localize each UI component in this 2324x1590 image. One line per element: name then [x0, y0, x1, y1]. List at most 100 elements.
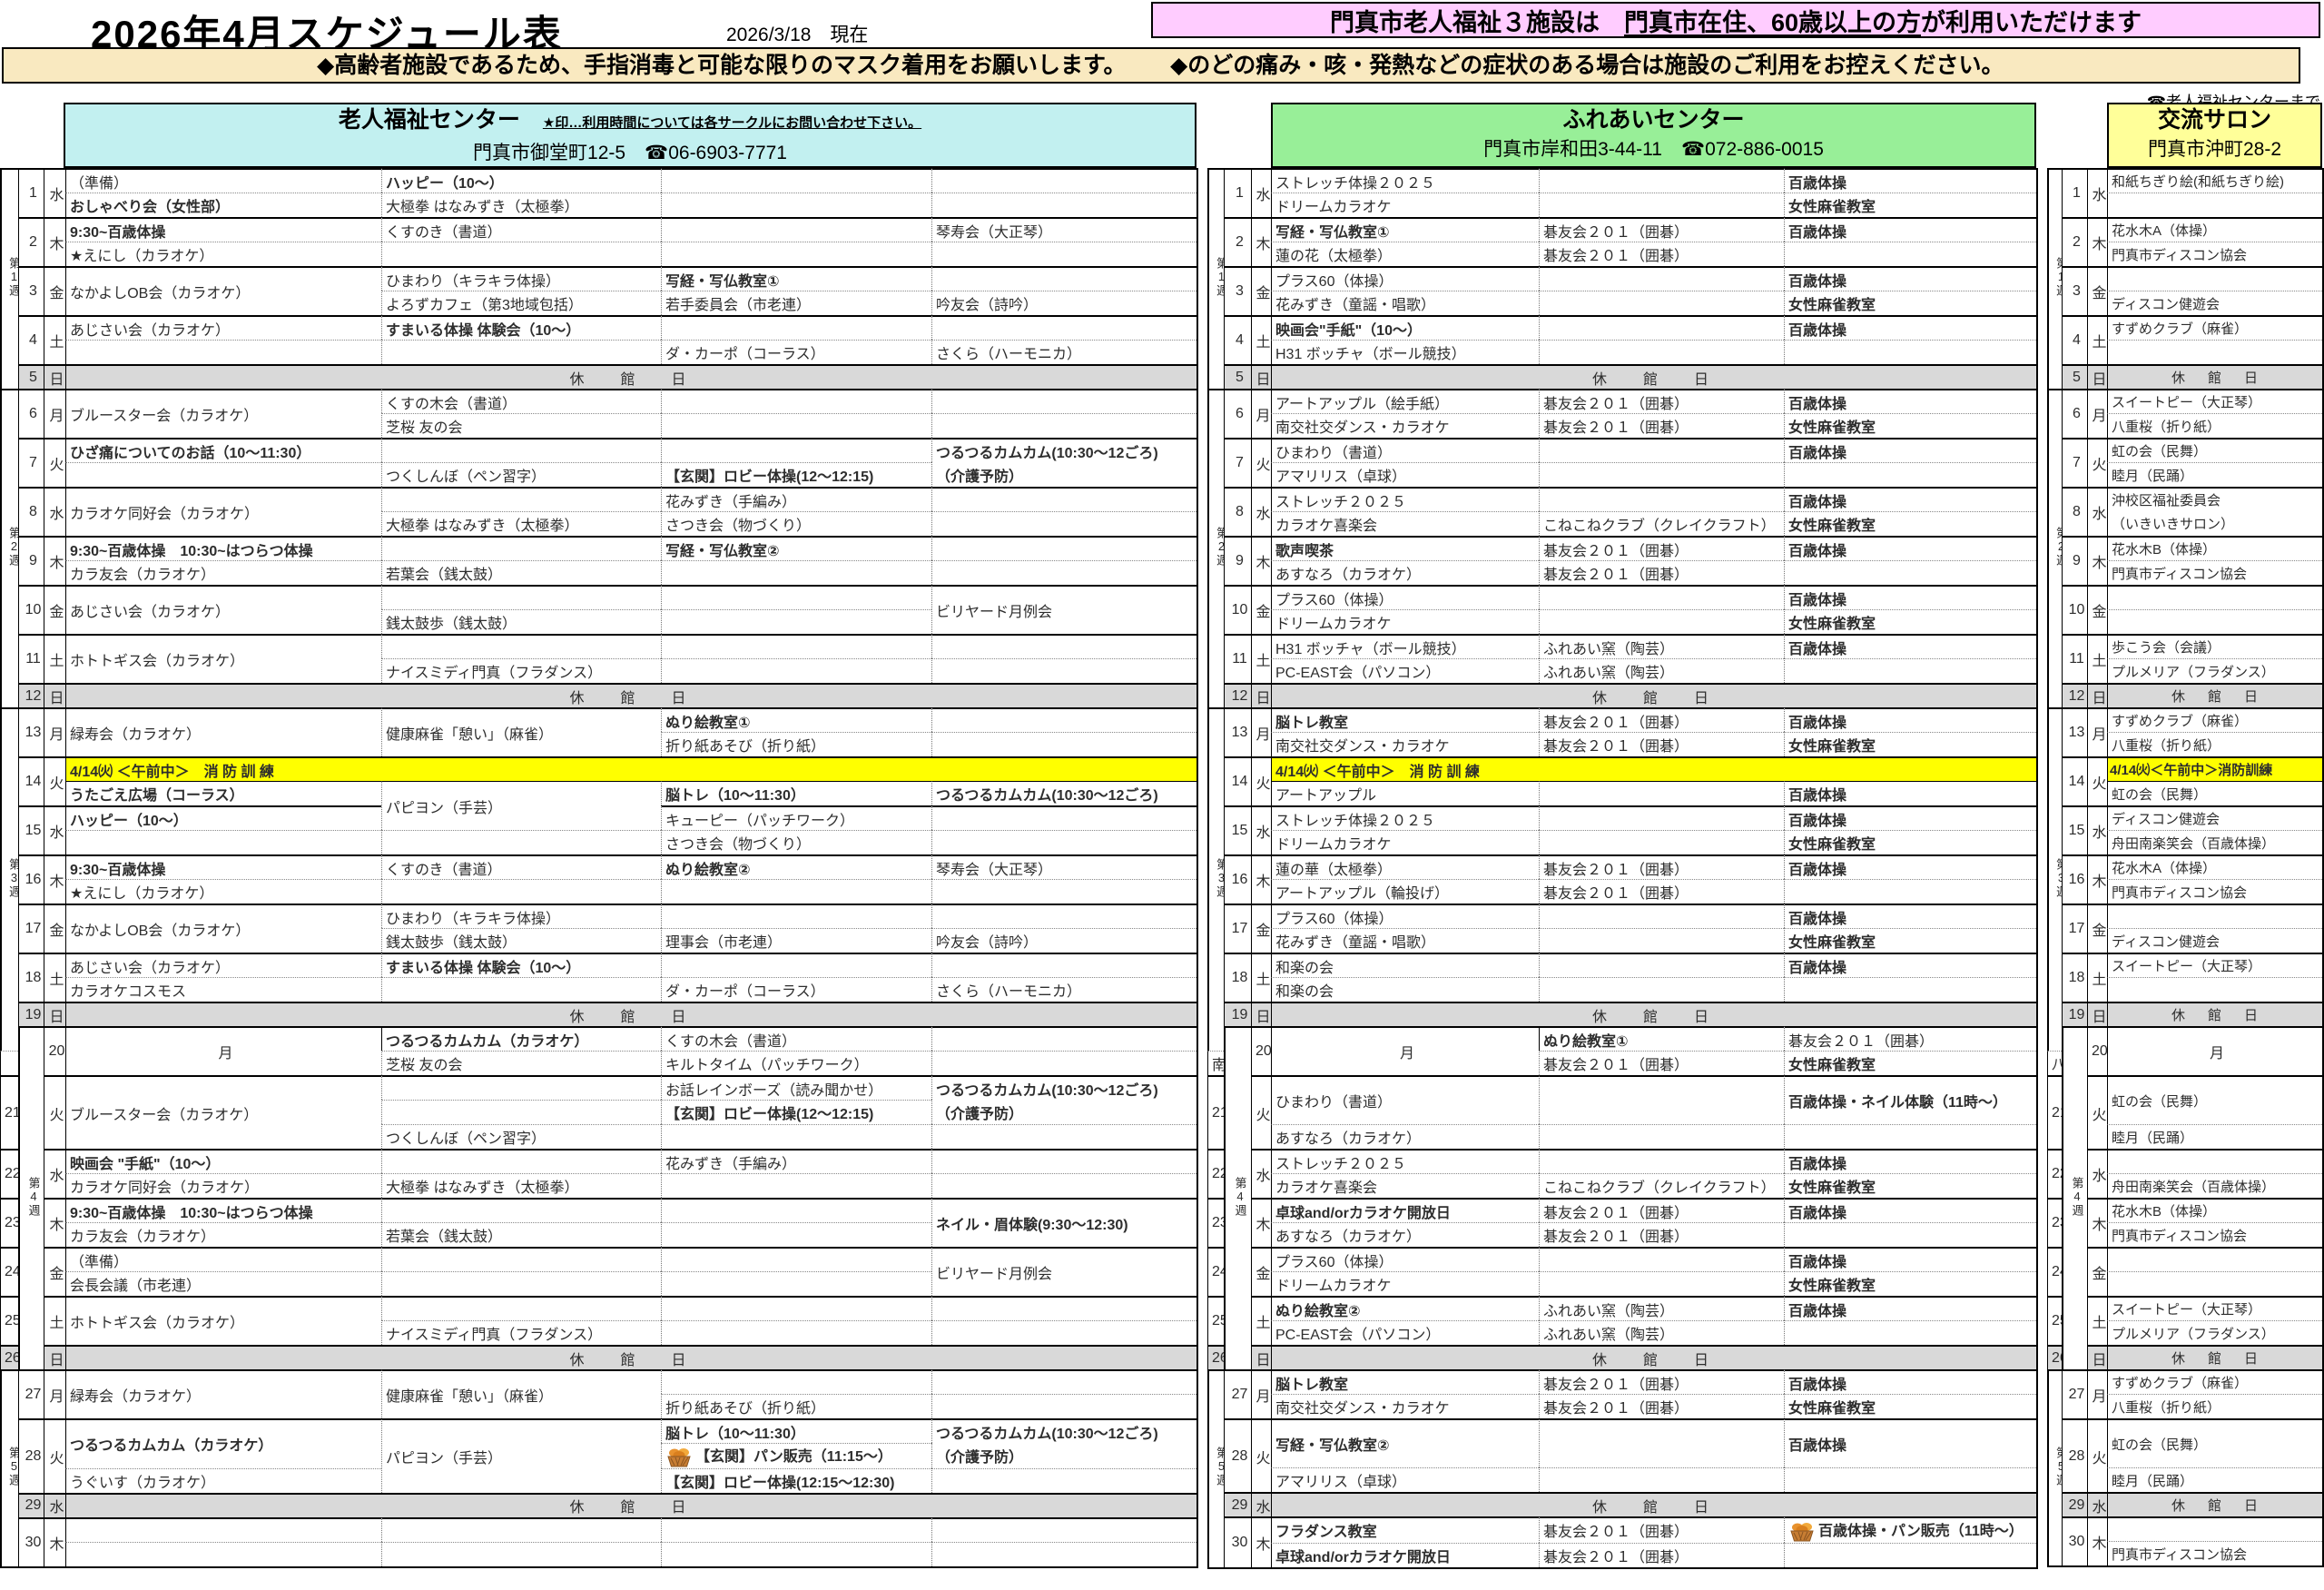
activity-cell: ★えにし（カラオケ） — [65, 242, 381, 266]
activity-cell: 歌声喫茶 — [1271, 536, 1539, 560]
activity-cell: つるつるカムカム（カラオケ） — [65, 1418, 381, 1468]
activity-cell — [931, 266, 1196, 291]
day-number: 10 — [2062, 585, 2087, 634]
eligibility-underlined: 門真市在住、60歳以上の方 — [1623, 8, 1922, 36]
activity-cell — [931, 487, 1196, 511]
activity-cell: 門真市ディスコン協会 — [2107, 879, 2322, 904]
activity-cell: 若葉会（銭太鼓） — [381, 1222, 661, 1247]
activity-cell: 虹の会（民舞） — [2107, 438, 2322, 462]
activity-cell: ストレッチ２０２５ — [1271, 487, 1539, 511]
activity-cell: さくら（ハーモニカ） — [931, 977, 1196, 1002]
activity-cell: キューピー（パッチワーク） — [661, 805, 931, 830]
day-number: 20 — [1251, 1026, 1271, 1075]
activity-cell: ドリームカラオケ — [1271, 193, 1539, 217]
activity-cell: ぬり絵教室② — [661, 854, 931, 879]
activity-cell — [1539, 805, 1784, 830]
day-number: 30 — [18, 1516, 44, 1566]
activity-cell — [661, 1124, 931, 1149]
day-of-week: 木 — [44, 536, 65, 585]
day-number: 23 — [2047, 1198, 2062, 1247]
day-number: 25 — [2047, 1296, 2062, 1345]
day-number: 30 — [1224, 1516, 1251, 1567]
day-number: 4 — [2062, 315, 2087, 364]
activity-cell: （準備） — [65, 168, 381, 193]
activity-cell — [931, 658, 1196, 683]
activity-cell — [2107, 340, 2322, 364]
activity-cell: 女性麻雀教室 — [1784, 291, 2036, 315]
activity-cell: ブルースター会（カラオケ） — [65, 389, 381, 438]
activity-cell: 脳トレ（10～11:30） — [661, 781, 931, 805]
day-number: 11 — [1224, 634, 1251, 683]
day-number: 16 — [1224, 854, 1251, 904]
activity-cell: 百歳体操 — [1784, 1247, 2036, 1271]
activity-cell — [931, 707, 1196, 732]
day-number: 2 — [2062, 217, 2087, 266]
activity-cell: 八重桜（折り紙） — [2047, 1051, 2062, 1075]
activity-cell: 南交社交ダンス・カラオケ — [1271, 1394, 1539, 1418]
activity-cell: すずめクラブ（麻雀） — [2107, 1369, 2322, 1394]
activity-cell — [381, 830, 661, 854]
section-phone: ☎072-886-0015 — [1680, 139, 1824, 160]
fukushi-center-schedule-table: 第1週 1 水（準備） ハッピー（10～） おしゃべり会（女性部） 大極拳 はなみずき（太… — [0, 168, 1198, 1568]
day-of-week: 木 — [2087, 217, 2107, 266]
day-of-week: 金 — [1251, 266, 1271, 315]
activity-cell: 和楽の会 — [1271, 977, 1539, 1002]
day-number: 27 — [2062, 1369, 2087, 1418]
activity-cell — [661, 560, 931, 585]
activity-cell — [1539, 585, 1784, 609]
activity-cell — [381, 536, 661, 560]
activity-cell: ふれあい窯（陶芸） — [1539, 1296, 1784, 1320]
activity-cell: 花みずき（手編み） — [661, 487, 931, 511]
day-number: 5 — [2062, 364, 2087, 389]
bread-basket-icon — [667, 1447, 691, 1467]
activity-cell — [661, 168, 931, 193]
day-number: 8 — [2062, 487, 2087, 536]
activity-cell: 百歳体操 — [1784, 904, 2036, 928]
day-number: 29 — [18, 1492, 44, 1517]
activity-cell — [931, 536, 1196, 560]
bread-basket-icon — [1790, 1522, 1814, 1542]
activity-cell: 写経・写仏教室② — [661, 536, 931, 560]
activity-cell — [381, 879, 661, 904]
activity-cell — [1539, 193, 1784, 217]
activity-cell: ストレッチ２０２５ — [1271, 1149, 1539, 1173]
day-number: 18 — [18, 953, 44, 1002]
day-of-week: 水 — [2087, 487, 2107, 536]
activity-cell: 百歳体操 — [1784, 536, 2036, 560]
activity-cell: 脳トレ（10～11:30） — [661, 1418, 931, 1443]
activity-cell: ふれあい窯（陶芸） — [1539, 634, 1784, 658]
activity-cell: ホトトギス会（カラオケ） — [65, 634, 381, 683]
day-of-week: 土 — [1251, 953, 1271, 1002]
day-number: 8 — [18, 487, 44, 536]
day-number: 16 — [18, 854, 44, 904]
activity-cell: ひまわり（キラキラ体操） — [381, 266, 661, 291]
day-number: 9 — [18, 536, 44, 585]
day-number: 22 — [1207, 1149, 1224, 1198]
activity-cell: 女性麻雀教室 — [1784, 732, 2036, 756]
day-of-week: 木 — [44, 1516, 65, 1566]
activity-cell: 碁友会２０１（囲碁） — [1539, 879, 1784, 904]
activity-cell — [661, 658, 931, 683]
activity-cell — [661, 1198, 931, 1222]
day-of-week: 土 — [1251, 1296, 1271, 1345]
activity-cell: カラオケ喜楽会 — [1271, 511, 1539, 536]
activity-cell: 碁友会２０１（囲碁） — [1539, 1542, 1784, 1567]
activity-cell — [2107, 193, 2322, 217]
activity-cell: ひまわり（キラキラ体操） — [381, 904, 661, 928]
day-of-week: 日 — [2087, 683, 2107, 707]
day-number: 10 — [18, 585, 44, 634]
activity-cell: パピヨン（手芸） — [381, 1418, 661, 1493]
week-label: 第2週 — [0, 389, 18, 707]
day-of-week: 水 — [2087, 805, 2107, 854]
day-of-week: 金 — [44, 1247, 65, 1296]
day-of-week: 水 — [1251, 1149, 1271, 1198]
day-number: 29 — [2062, 1492, 2087, 1516]
day-of-week: 土 — [44, 634, 65, 683]
activity-cell: 百歳体操 — [1784, 266, 2036, 291]
activity-cell — [931, 1296, 1196, 1320]
day-number: 29 — [1224, 1492, 1251, 1516]
day-of-week: 木 — [2087, 1198, 2107, 1247]
activity-cell — [931, 1541, 1196, 1566]
activity-cell: H31 ボッチャ（ボール競技） — [1271, 340, 1539, 364]
closed-day-cell: 休 館 日 — [1271, 1002, 2036, 1026]
